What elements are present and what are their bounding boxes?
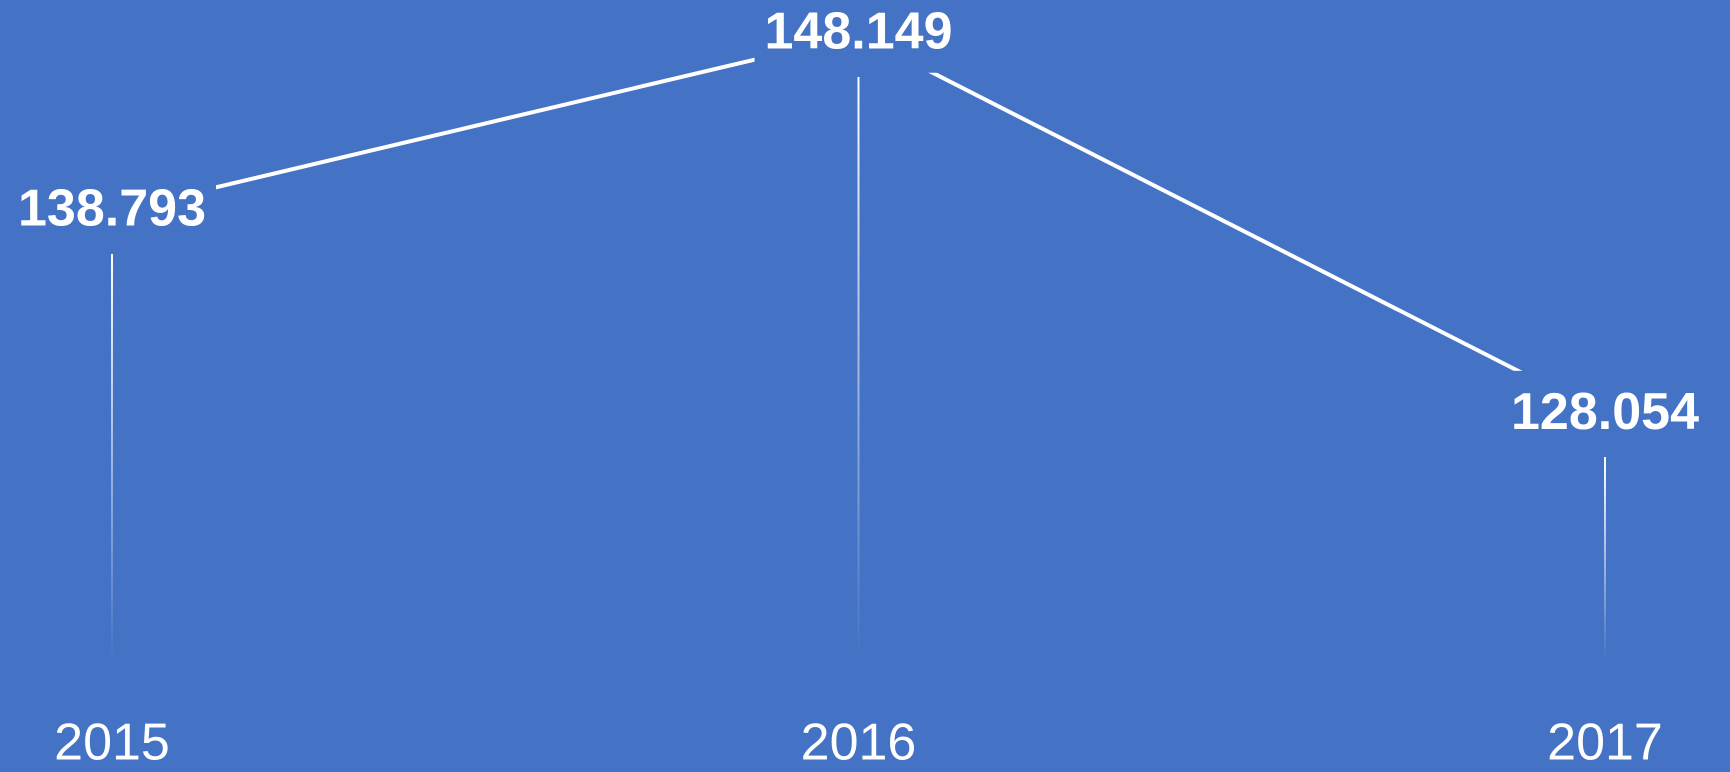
drop-line	[111, 253, 113, 662]
data-label-group: 148.149	[754, 0, 963, 73]
data-label-group: 138.793	[8, 167, 216, 250]
data-label-group: 128.054	[1501, 370, 1710, 453]
data-label: 148.149	[765, 3, 953, 61]
data-label: 128.054	[1511, 383, 1699, 441]
x-tick-label: 2017	[1547, 714, 1663, 772]
drop-line	[857, 77, 860, 662]
data-label: 138.793	[18, 180, 206, 238]
x-tick-label: 2016	[801, 714, 917, 772]
label-backdrop	[754, 0, 963, 73]
drop-line	[1604, 457, 1606, 662]
x-tick-label: 2015	[54, 714, 170, 772]
label-backdrop	[1501, 370, 1710, 453]
label-backdrop	[8, 167, 216, 250]
